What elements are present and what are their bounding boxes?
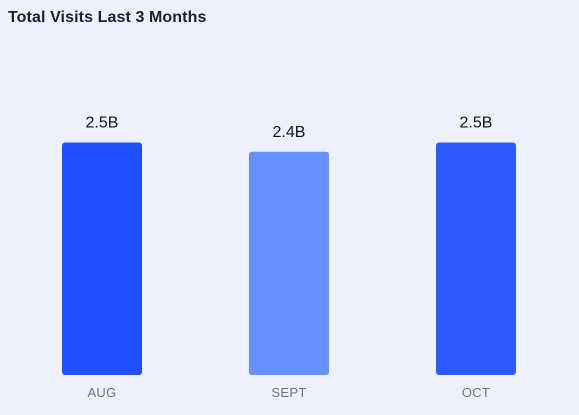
x-axis-tick-labels: AUG SEPT OCT (87, 385, 490, 400)
x-tick-label-oct: OCT (462, 385, 490, 400)
bar-sept (249, 151, 329, 375)
x-tick-label-aug: AUG (87, 385, 116, 400)
bar-oct (436, 142, 516, 375)
bars-group (62, 142, 516, 375)
value-label-oct: 2.5B (460, 115, 493, 132)
value-label-sept: 2.4B (273, 124, 306, 141)
x-tick-label-sept: SEPT (271, 385, 306, 400)
chart-title: Total Visits Last 3 Months (8, 9, 207, 26)
value-labels-group: 2.5B 2.4B 2.5B (86, 115, 493, 141)
value-label-aug: 2.5B (86, 115, 119, 132)
bar-aug (62, 142, 142, 375)
